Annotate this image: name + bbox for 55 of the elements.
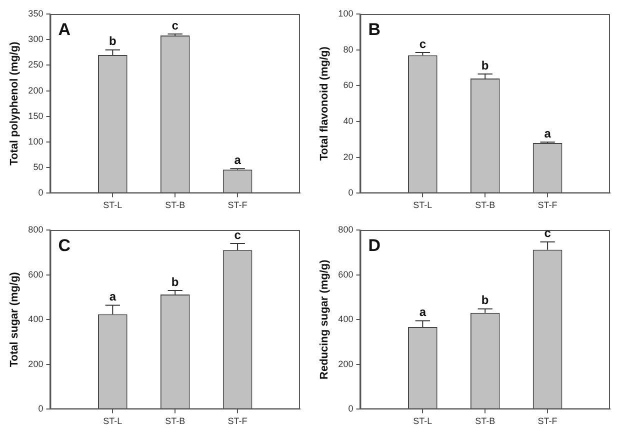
- y-axis-title: Total flavonoid (mg/g): [318, 46, 331, 161]
- x-tick-label: ST-L: [103, 200, 122, 210]
- chart-title: A: [58, 20, 70, 40]
- y-tick-label: 150: [28, 110, 44, 121]
- y-tick-label: 0: [38, 404, 44, 414]
- x-tick-label: ST-B: [475, 416, 496, 426]
- x-tick-label: ST-B: [165, 200, 186, 210]
- annotation: b: [171, 274, 179, 289]
- annotation: c: [419, 36, 426, 51]
- chart-title: B: [368, 20, 380, 40]
- y-tick-label: 400: [28, 314, 44, 324]
- y-tick-label: 100: [338, 8, 354, 18]
- annotation: a: [419, 305, 426, 320]
- y-axis-title: Total sugar (mg/g): [8, 272, 21, 368]
- y-tick-label: 0: [348, 404, 354, 414]
- y-tick-label: 40: [343, 116, 354, 126]
- annotation: b: [481, 293, 489, 308]
- y-tick-label: 20: [343, 152, 354, 162]
- y-tick-label: 200: [338, 358, 354, 369]
- y-tick-label: 350: [28, 8, 44, 18]
- y-tick-label: 200: [28, 358, 44, 369]
- x-tick-label: ST-F: [538, 200, 558, 210]
- annotation: b: [481, 58, 489, 72]
- y-tick-label: 800: [28, 224, 44, 234]
- chart-title: C: [58, 236, 70, 256]
- y-axis-title: Total polyphenol (mg/g): [8, 41, 21, 166]
- annotation: c: [234, 228, 242, 242]
- annotation: c: [172, 18, 179, 32]
- x-tick-label: ST-L: [413, 200, 432, 210]
- annotation: a: [544, 126, 552, 140]
- x-tick-label: ST-L: [413, 416, 432, 426]
- annotation: a: [234, 152, 242, 167]
- y-tick-label: 400: [338, 314, 354, 324]
- x-tick-label: ST-B: [475, 200, 496, 210]
- x-tick-label: ST-F: [228, 416, 248, 426]
- y-axis-title: Reducing sugar (mg/g): [318, 259, 331, 380]
- y-tick-label: 800: [338, 224, 354, 234]
- y-tick-label: 250: [28, 60, 44, 70]
- y-tick-label: 300: [28, 34, 44, 44]
- y-tick-label: 0: [38, 188, 44, 198]
- annotation: a: [109, 290, 116, 304]
- y-tick-label: 50: [33, 162, 44, 172]
- y-tick-label: 0: [348, 188, 354, 198]
- y-tick-label: 80: [343, 44, 354, 54]
- chart-title: D: [368, 236, 380, 256]
- y-tick-label: 200: [28, 85, 44, 96]
- y-tick-label: 60: [343, 80, 354, 90]
- x-tick-label: ST-L: [103, 416, 122, 426]
- y-tick-label: 100: [28, 136, 44, 146]
- x-tick-label: ST-F: [538, 416, 558, 426]
- x-tick-label: ST-B: [165, 416, 186, 426]
- y-tick-label: 600: [338, 269, 354, 280]
- y-tick-label: 600: [28, 269, 44, 280]
- annotation: b: [108, 34, 116, 48]
- x-tick-label: ST-F: [228, 200, 248, 210]
